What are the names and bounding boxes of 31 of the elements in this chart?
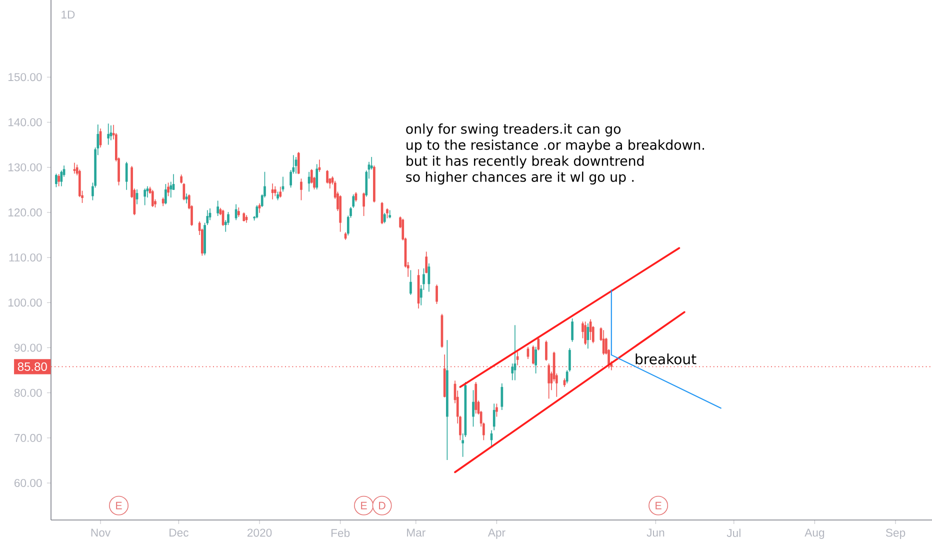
y-tick-label: 120.00: [8, 208, 42, 216]
y-tick-label: 60.00: [14, 479, 42, 488]
annotation: so higher chances are it wl go up .: [406, 172, 634, 185]
y-tick-label: 90.00: [14, 344, 42, 352]
x-tick-label: 2020: [247, 528, 272, 537]
x-tick-label: Dec: [170, 528, 188, 537]
x-tick-label: Jul: [726, 528, 740, 538]
annotation: E: [361, 502, 367, 510]
x-tick-label: Sep: [886, 528, 906, 539]
annotation: D: [379, 502, 386, 510]
text: 1D: [62, 10, 75, 18]
annotation: but it has recently break downtrend: [406, 156, 644, 168]
x-tick-label: Mar: [407, 528, 426, 537]
annotation: E: [656, 502, 662, 510]
y-tick-label: 110.00: [9, 254, 42, 262]
x-tick-label: Apr: [488, 528, 506, 539]
annotation: E: [116, 502, 122, 510]
annotation: up to the resistance .or maybe a breakdown.: [406, 140, 704, 152]
x-tick-label: Jun: [646, 528, 664, 537]
x-tick-label: Nov: [91, 528, 111, 537]
series-label: breakout: [636, 354, 696, 364]
y-tick-label: 130.00: [8, 163, 42, 172]
y-tick-label: 70.00: [14, 434, 42, 442]
x-tick-label: Feb: [331, 528, 350, 538]
x-tick-label: Aug: [804, 528, 824, 539]
y-tick-label: 150.00: [8, 73, 42, 82]
ref-line-label: 85.80: [18, 362, 47, 371]
y-tick-label: 100.00: [8, 298, 42, 307]
y-tick-label: 80.00: [14, 388, 42, 397]
annotation: only for swing treaders.it can go: [406, 124, 621, 136]
y-tick-label: 140.00: [8, 118, 42, 126]
